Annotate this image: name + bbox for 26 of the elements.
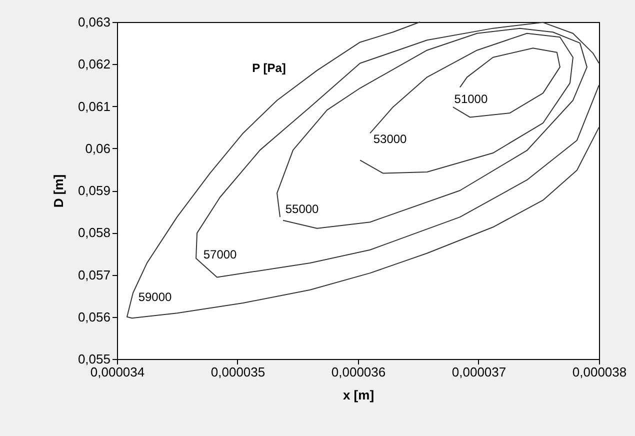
line-series [360, 32, 574, 174]
y-tick-label: 0,056 [78, 309, 110, 324]
y-tick-label: 0,059 [78, 183, 110, 198]
y-tick-label: 0,06 [85, 140, 110, 156]
x-tick-label: 0,000035 [210, 364, 266, 380]
series-label: 53000 [373, 132, 408, 146]
y-axis-title: D [m] [50, 174, 66, 208]
y-tick-label: 0,061 [78, 98, 110, 114]
y-tick-label: 0,055 [78, 352, 110, 366]
x-tick-label: 0,000038 [572, 364, 627, 380]
y-tick-label: 0,063 [78, 14, 110, 30]
y-tick-label: 0,058 [78, 225, 110, 240]
annotation: P [Pa] [252, 61, 286, 75]
x-tick-label: 0,000036 [331, 364, 386, 380]
series-label: 57000 [203, 247, 238, 262]
y-tick-label: 0,062 [78, 56, 110, 72]
line-series [452, 48, 560, 118]
x-axis-title: x [m] [342, 388, 374, 402]
x-tick-label: 0,000037 [452, 364, 506, 380]
y-tick-label: 0,057 [78, 267, 110, 282]
series-label: 59000 [138, 290, 172, 304]
x-tick-label: 0,000034 [90, 364, 145, 380]
line-series [126, 22, 600, 319]
series-label: 51000 [454, 92, 488, 106]
line-series [196, 22, 600, 278]
series-label: 55000 [285, 202, 320, 216]
